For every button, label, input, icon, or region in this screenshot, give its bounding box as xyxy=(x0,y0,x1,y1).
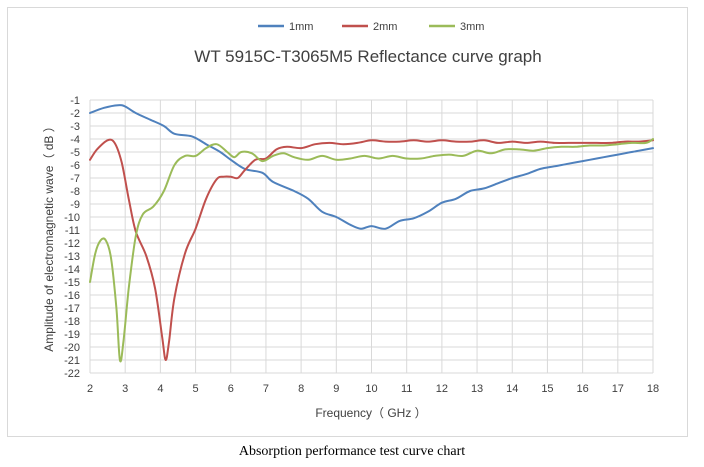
x-tick-label: 17 xyxy=(612,383,624,395)
y-tick-label: -3 xyxy=(70,121,80,133)
chart-frame xyxy=(7,7,688,437)
y-tick-label: -19 xyxy=(64,329,80,341)
y-tick-label: -22 xyxy=(64,368,80,380)
y-tick-label: -14 xyxy=(64,264,80,276)
y-tick-label: -6 xyxy=(70,160,80,172)
y-tick-label: -17 xyxy=(64,303,80,315)
y-tick-label: -11 xyxy=(65,225,80,237)
y-tick-label: -12 xyxy=(64,238,80,250)
x-tick-labels: 2 3 4 5 6 7 8 9 10 11 12 13 14 15 16 17 18 xyxy=(87,383,659,395)
x-tick-label: 12 xyxy=(436,383,448,395)
y-tick-label: -16 xyxy=(64,290,80,302)
figure-caption: Absorption performance test curve chart xyxy=(238,444,466,459)
x-tick-label: 7 xyxy=(263,383,269,395)
y-axis-title: Amplitude of electromagnetic wave（ dB ） xyxy=(42,120,56,351)
grid xyxy=(89,99,654,374)
y-tick-label: -18 xyxy=(64,316,80,328)
y-tick-label: -21 xyxy=(64,355,80,367)
y-tick-label: -8 xyxy=(70,186,80,198)
reflectance-chart: -1-2-3-4-5-6-7-8-9-10-11-12-13-14-15-16-… xyxy=(42,21,659,420)
series-line-1mm xyxy=(89,104,654,230)
y-tick-label: -10 xyxy=(64,212,80,224)
series-line-2mm xyxy=(89,138,654,362)
y-tick-label: -5 xyxy=(70,147,80,159)
x-tick-label: 14 xyxy=(506,383,518,395)
legend-label-3mm: 3mm xyxy=(460,21,484,33)
chart-title: WT 5915C-T3065M5 Reflectance curve graph xyxy=(194,47,541,66)
x-tick-label: 16 xyxy=(577,383,589,395)
x-tick-label: 9 xyxy=(333,383,339,395)
y-tick-label: -2 xyxy=(70,108,80,120)
legend: 1mm 2mm 3mm xyxy=(258,21,484,33)
x-tick-label: 4 xyxy=(157,383,163,395)
x-axis-title: Frequency（ GHz ） xyxy=(315,406,426,420)
x-tick-label: 2 xyxy=(87,383,93,395)
y-tick-label: -7 xyxy=(70,173,80,185)
x-tick-label: 18 xyxy=(647,383,659,395)
x-tick-label: 10 xyxy=(365,383,377,395)
x-tick-label: 15 xyxy=(541,383,553,395)
x-tick-label: 5 xyxy=(193,383,199,395)
y-tick-labels: -1-2-3-4-5-6-7-8-9-10-11-12-13-14-15-16-… xyxy=(64,95,80,380)
y-tick-label: -4 xyxy=(70,134,80,146)
series-lines xyxy=(89,104,654,363)
y-tick-label: -13 xyxy=(64,251,80,263)
x-tick-label: 13 xyxy=(471,383,483,395)
series-line-3mm xyxy=(89,138,654,363)
y-tick-label: -9 xyxy=(70,199,80,211)
y-tick-label: -15 xyxy=(64,277,80,289)
legend-label-1mm: 1mm xyxy=(289,21,313,33)
y-tick-label: -1 xyxy=(70,95,80,107)
x-tick-label: 3 xyxy=(122,383,128,395)
x-tick-label: 11 xyxy=(401,383,412,395)
legend-label-2mm: 2mm xyxy=(373,21,397,33)
x-tick-label: 6 xyxy=(228,383,234,395)
x-tick-label: 8 xyxy=(298,383,304,395)
y-tick-label: -20 xyxy=(64,342,80,354)
